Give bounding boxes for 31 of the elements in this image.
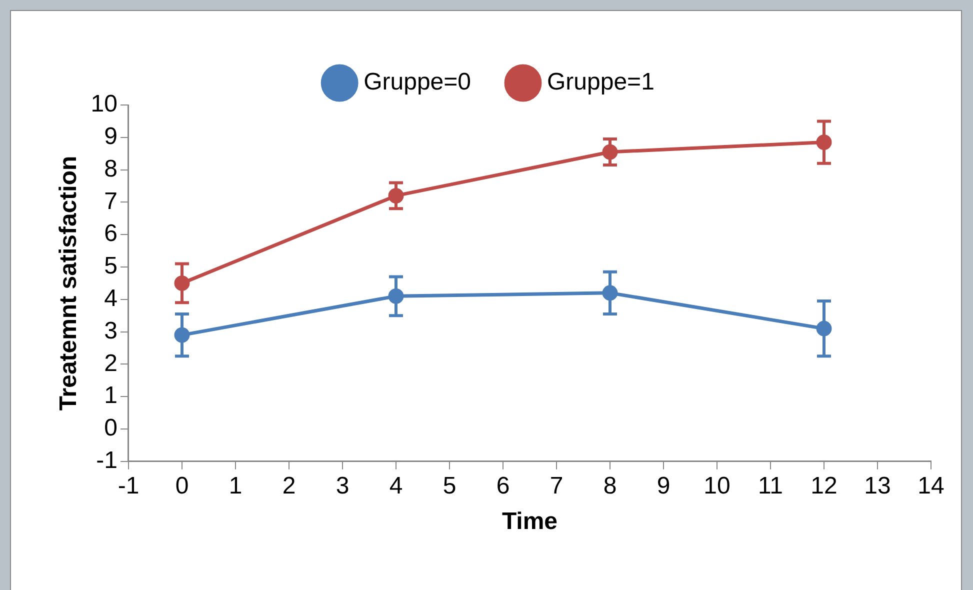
- y-tick-label: 2: [104, 350, 118, 377]
- x-tick-label: 9: [656, 472, 670, 500]
- y-tick-label: 5: [104, 252, 118, 280]
- x-tick-label: 13: [864, 472, 891, 500]
- x-tick-label: 5: [442, 472, 456, 500]
- x-tick-label: 14: [918, 472, 944, 500]
- y-tick-label: -1: [96, 447, 118, 474]
- x-tick-label: 6: [496, 472, 510, 500]
- y-axis-title: Treatemnt satisfaction: [55, 156, 82, 411]
- legend-label: Gruppe=0: [364, 68, 472, 96]
- x-tick-label: 4: [389, 472, 403, 500]
- x-tick-label: 3: [336, 472, 350, 500]
- y-tick-label: 8: [104, 155, 118, 182]
- x-tick-label: 10: [704, 472, 730, 500]
- x-tick-label: 2: [282, 472, 296, 500]
- y-tick-label: 6: [104, 220, 118, 248]
- y-tick-label: 0: [104, 414, 118, 442]
- y-tick-label: 4: [104, 285, 118, 312]
- y-tick-label: 10: [90, 90, 118, 118]
- x-tick-label: 12: [810, 472, 838, 500]
- x-tick-label: 0: [175, 472, 189, 500]
- x-tick-label: 11: [758, 472, 783, 500]
- y-tick-label: 1: [104, 382, 118, 410]
- x-axis-title: Time: [502, 508, 558, 536]
- x-tick-label: 1: [228, 472, 242, 500]
- y-tick-label: 7: [104, 188, 118, 215]
- y-tick-label: 9: [104, 123, 118, 150]
- x-tick-label: 8: [603, 472, 617, 500]
- y-tick-label: 3: [104, 317, 118, 344]
- x-tick-label: 7: [550, 472, 564, 500]
- legend-label: Gruppe=1: [547, 68, 654, 96]
